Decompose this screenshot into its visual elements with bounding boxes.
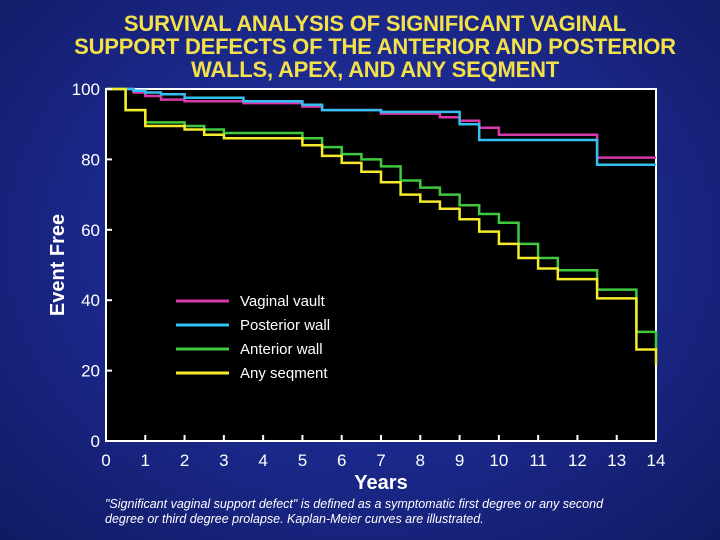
x-tick-label: 3 [219,451,228,470]
title-line-1: SURVIVAL ANALYSIS OF SIGNIFICANT VAGINAL [123,11,627,36]
y-tick-label: 80 [81,150,100,169]
x-tick-label: 5 [298,451,307,470]
footnote: "Significant vaginal support defect" is … [105,497,715,527]
legend-label: Any seqment [240,365,328,382]
y-tick-label: 100 [72,80,100,99]
x-tick-label: 11 [529,451,547,470]
legend-label: Vaginal vault [240,293,326,310]
x-axis-ticks: 0 1 2 3 4 5 6 7 8 9 10 11 12 13 14 [101,435,665,470]
x-tick-label: 14 [647,451,666,470]
y-axis-label: Event Free [47,214,69,316]
y-axis-ticks: 0 20 40 60 80 100 [72,80,112,451]
legend-label: Posterior wall [240,317,330,334]
x-tick-label: 7 [376,451,385,470]
x-tick-label: 2 [180,451,189,470]
x-tick-label: 13 [607,451,626,470]
x-tick-label: 8 [416,451,425,470]
footnote-line-1: "Significant vaginal support defect" is … [105,497,604,511]
y-tick-label: 40 [81,291,100,310]
x-tick-label: 1 [141,451,150,470]
chart-title: SURVIVAL ANALYSIS OF SIGNIFICANT VAGINAL… [40,12,710,81]
x-axis-label: Years [354,472,407,494]
y-tick-label: 20 [81,362,100,381]
legend: Vaginal vault Posterior wall Anterior wall… [176,293,330,382]
x-tick-label: 9 [455,451,464,470]
y-tick-label: 60 [81,221,100,240]
plot-area [105,88,657,442]
y-tick-label: 0 [91,432,100,451]
x-tick-label: 4 [258,451,267,470]
x-tick-label: 6 [337,451,346,470]
title-line-3: WALLS, APEX, AND ANY SEQMENT [190,57,560,82]
series-layer [106,87,658,366]
series-line-2 [106,87,656,166]
series-line-3 [106,87,658,352]
footnote-line-2: degree or third degree prolapse. Kaplan-… [105,512,484,526]
x-tick-label: 12 [568,451,587,470]
legend-label: Anterior wall [240,341,323,358]
series-line-4 [106,87,658,366]
x-tick-label: 10 [489,451,508,470]
title-line-2: SUPPORT DEFECTS OF THE ANTERIOR AND POST… [74,34,676,59]
x-tick-label: 0 [101,451,110,470]
